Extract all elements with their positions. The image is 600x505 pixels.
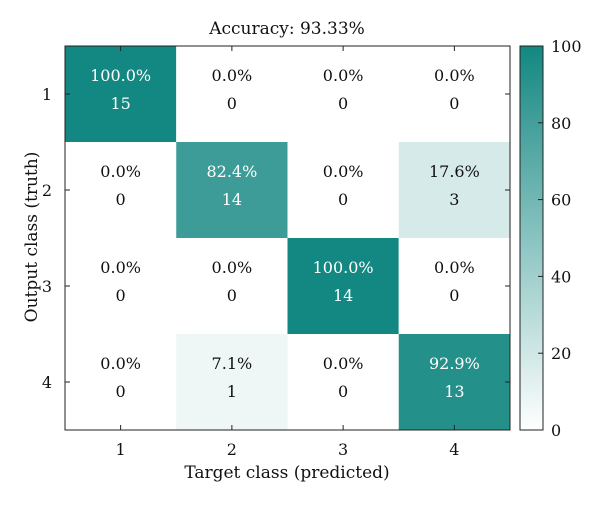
x-tick-label: 4 <box>449 440 459 459</box>
x-axis-label: Target class (predicted) <box>184 463 389 483</box>
matrix-cell <box>176 142 288 238</box>
x-tick-label: 2 <box>227 440 237 459</box>
colorbar-tick-label: 80 <box>551 114 571 133</box>
cell-count-label: 14 <box>222 190 242 209</box>
cell-percent-label: 17.6% <box>429 162 480 181</box>
matrix-frame <box>64 45 511 431</box>
cell-count-label: 0 <box>449 286 459 305</box>
cell-percent-label: 82.4% <box>206 162 257 181</box>
cell-count-label: 0 <box>449 94 459 113</box>
matrix-cell <box>287 142 399 238</box>
cell-percent-label: 0.0% <box>212 258 253 277</box>
cell-percent-label: 7.1% <box>212 354 253 373</box>
cell-count-label: 14 <box>333 286 353 305</box>
matrix-cell <box>65 142 177 238</box>
cell-count-label: 1 <box>227 382 237 401</box>
matrix-cell <box>398 334 510 430</box>
cell-count-label: 0 <box>338 94 348 113</box>
x-axis-ticks: 1 2 3 4 <box>116 46 459 459</box>
matrix-cell <box>176 334 288 430</box>
matrix-cell <box>176 46 288 142</box>
colorbar-tick-label: 40 <box>551 267 571 286</box>
matrix-cell <box>65 46 177 142</box>
cell-count-label: 0 <box>116 190 126 209</box>
cell-count-label: 0 <box>116 286 126 305</box>
cell-count-label: 0 <box>227 286 237 305</box>
cell-percent-label: 0.0% <box>434 258 475 277</box>
colorbar-tick-label: 20 <box>551 344 571 363</box>
colorbar-tick-label: 0 <box>551 421 561 440</box>
cell-count-label: 3 <box>449 190 459 209</box>
cell-percent-label: 0.0% <box>323 66 364 85</box>
matrix-border <box>64 45 511 431</box>
chart-title: Accuracy: 93.33% <box>208 19 365 39</box>
y-tick-label: 2 <box>42 181 52 200</box>
x-tick-label: 3 <box>338 440 348 459</box>
matrix-cell <box>398 142 510 238</box>
cell-count-label: 0 <box>227 94 237 113</box>
cell-percent-label: 100.0% <box>313 258 374 277</box>
cell-count-label: 0 <box>338 382 348 401</box>
y-tick-label: 1 <box>42 85 52 104</box>
y-axis-label: Output class (truth) <box>22 152 42 323</box>
cell-percent-label: 0.0% <box>434 66 475 85</box>
matrix-cell <box>287 46 399 142</box>
colorbar: 0 20 40 60 80 100 <box>519 37 582 440</box>
cell-count-label: 15 <box>110 94 130 113</box>
matrix-cell <box>176 238 288 334</box>
y-tick-label: 3 <box>42 277 52 296</box>
matrix-cell <box>287 334 399 430</box>
y-tick-label: 4 <box>42 373 52 392</box>
matrix-cell <box>398 46 510 142</box>
cell-percent-label: 0.0% <box>212 66 253 85</box>
cell-percent-label: 0.0% <box>100 258 141 277</box>
y-axis-ticks: 1 2 3 4 <box>42 85 510 392</box>
cell-percent-label: 92.9% <box>429 354 480 373</box>
colorbar-bar <box>519 45 544 431</box>
colorbar-tick-label: 100 <box>551 37 582 56</box>
matrix-cell <box>398 238 510 334</box>
cell-count-label: 0 <box>338 190 348 209</box>
matrix-cell <box>65 238 177 334</box>
matrix-cell <box>65 334 177 430</box>
cell-percent-label: 100.0% <box>90 66 151 85</box>
cell-count-label: 13 <box>444 382 464 401</box>
cell-percent-label: 0.0% <box>323 162 364 181</box>
cell-percent-label: 0.0% <box>100 354 141 373</box>
matrix-cell <box>287 238 399 334</box>
x-tick-label: 1 <box>116 440 126 459</box>
matrix-cells: 100.0%150.0%00.0%00.0%00.0%082.4%140.0%0… <box>65 46 510 430</box>
cell-percent-label: 0.0% <box>323 354 364 373</box>
cell-count-label: 0 <box>116 382 126 401</box>
colorbar-tick-label: 60 <box>551 191 571 210</box>
cell-percent-label: 0.0% <box>100 162 141 181</box>
